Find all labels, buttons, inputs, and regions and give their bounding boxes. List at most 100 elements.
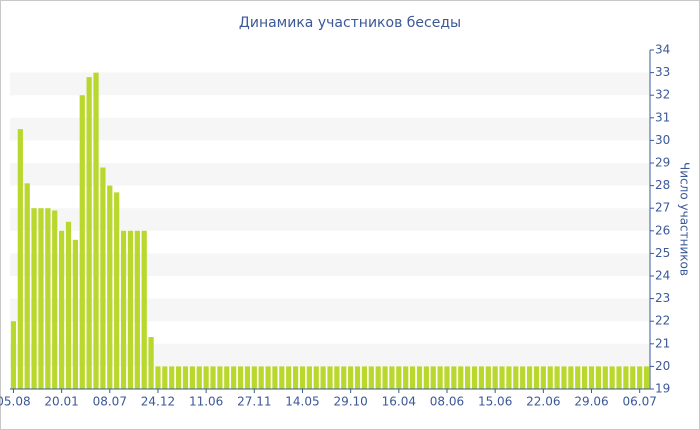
bar xyxy=(258,366,264,389)
bar xyxy=(10,321,17,389)
bar xyxy=(637,366,643,389)
y-tick-label: 29 xyxy=(655,156,670,170)
bar xyxy=(485,366,491,389)
bar xyxy=(575,366,581,389)
bar xyxy=(458,366,464,389)
bar xyxy=(547,366,553,389)
grid-band xyxy=(10,72,650,96)
x-tick-label: 08.07 xyxy=(93,395,127,409)
bar xyxy=(72,239,78,389)
grid-band xyxy=(10,163,650,186)
x-tick-label: 15.06 xyxy=(478,395,512,409)
bar xyxy=(595,366,602,389)
bar xyxy=(86,77,92,390)
bar xyxy=(251,366,257,389)
bar xyxy=(430,366,436,389)
bar xyxy=(299,366,306,389)
bar xyxy=(52,210,58,389)
bar xyxy=(141,230,147,389)
bar xyxy=(107,185,113,389)
bar xyxy=(602,366,608,389)
bar xyxy=(403,366,409,389)
bar xyxy=(17,129,23,389)
bar xyxy=(465,366,471,389)
x-tick-label: 16.04 xyxy=(382,395,416,409)
bar xyxy=(237,366,244,389)
bar xyxy=(327,366,333,389)
bar xyxy=(265,366,271,389)
bar xyxy=(292,366,299,389)
x-tick-label: 27.11 xyxy=(237,395,271,409)
bar xyxy=(396,366,402,389)
bar xyxy=(203,366,209,389)
bar xyxy=(100,167,106,389)
y-tick-label: 34 xyxy=(655,43,670,57)
bar xyxy=(127,230,134,389)
y-tick-label: 24 xyxy=(655,269,670,283)
bar xyxy=(643,366,650,389)
y-tick-label: 25 xyxy=(655,246,670,260)
y-tick-label: 20 xyxy=(655,359,670,373)
bar xyxy=(182,366,189,389)
x-tick-label: 05.08 xyxy=(0,395,31,409)
bar xyxy=(526,366,533,389)
chart-title: Динамика участников беседы xyxy=(239,15,461,31)
x-tick-label: 11.06 xyxy=(189,395,223,409)
bar xyxy=(354,366,361,389)
bar xyxy=(79,95,85,389)
bar xyxy=(582,366,588,389)
x-tick-label: 24.12 xyxy=(141,395,175,409)
bar xyxy=(375,366,381,389)
bar xyxy=(423,366,429,389)
bar xyxy=(134,230,140,389)
bar xyxy=(162,366,168,389)
bar xyxy=(630,366,636,389)
y-tick-label: 27 xyxy=(655,201,670,215)
bar xyxy=(58,230,65,389)
bar xyxy=(389,366,395,389)
x-tick-label: 22.06 xyxy=(526,395,560,409)
bar xyxy=(513,366,519,389)
x-tick-label: 06.07 xyxy=(622,395,656,409)
bar xyxy=(65,221,72,389)
y-axis-label: Число участников xyxy=(678,162,692,276)
x-tick-label: 08.06 xyxy=(430,395,464,409)
bar xyxy=(561,366,567,389)
bar xyxy=(306,366,312,389)
bar xyxy=(224,366,230,389)
y-tick-label: 32 xyxy=(655,88,670,102)
bar xyxy=(554,366,560,389)
bar xyxy=(451,366,457,389)
bar xyxy=(217,366,223,389)
bar xyxy=(313,366,319,389)
bar xyxy=(520,366,526,389)
bar xyxy=(210,366,216,389)
bar xyxy=(348,366,354,389)
bar xyxy=(540,366,546,389)
bar xyxy=(623,366,629,389)
y-tick-label: 21 xyxy=(655,336,670,350)
bar xyxy=(478,366,485,389)
bar xyxy=(175,366,182,389)
bar xyxy=(341,366,347,389)
grid-band xyxy=(10,117,650,141)
bar xyxy=(244,366,251,389)
y-tick-label: 26 xyxy=(655,223,670,237)
y-tick-label: 19 xyxy=(655,382,670,396)
bar xyxy=(588,366,595,389)
bar xyxy=(24,183,30,389)
y-tick-label: 23 xyxy=(655,291,670,305)
bar xyxy=(492,366,498,389)
bar xyxy=(568,366,574,389)
x-tick-label: 14.05 xyxy=(285,395,319,409)
bar xyxy=(368,366,374,389)
bar xyxy=(320,366,326,389)
x-tick-label: 29.10 xyxy=(333,395,367,409)
grid-band xyxy=(10,253,650,276)
bar xyxy=(231,366,237,389)
y-tick-label: 28 xyxy=(655,178,670,192)
bar xyxy=(409,366,416,389)
y-tick-label: 22 xyxy=(655,314,670,328)
